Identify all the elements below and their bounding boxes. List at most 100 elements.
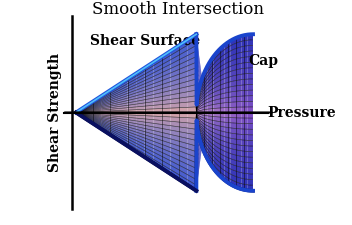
Polygon shape [242, 173, 247, 179]
Polygon shape [84, 107, 93, 110]
Polygon shape [127, 85, 136, 91]
Polygon shape [162, 160, 171, 170]
Polygon shape [179, 127, 188, 133]
Polygon shape [162, 152, 171, 161]
Polygon shape [208, 81, 213, 89]
Polygon shape [84, 115, 93, 119]
Polygon shape [145, 87, 153, 93]
Polygon shape [188, 79, 196, 87]
Polygon shape [145, 125, 153, 130]
Polygon shape [179, 81, 188, 89]
Polygon shape [145, 73, 153, 81]
Polygon shape [162, 156, 171, 165]
Polygon shape [76, 110, 84, 112]
Polygon shape [202, 134, 208, 146]
Polygon shape [219, 69, 225, 77]
Polygon shape [153, 138, 162, 144]
Polygon shape [153, 159, 162, 168]
Polygon shape [153, 108, 162, 112]
Polygon shape [236, 160, 242, 167]
Polygon shape [213, 77, 219, 85]
Polygon shape [153, 123, 162, 128]
Polygon shape [236, 41, 242, 49]
Polygon shape [219, 126, 225, 132]
Polygon shape [102, 111, 111, 112]
Polygon shape [102, 115, 111, 117]
Polygon shape [179, 165, 188, 175]
Polygon shape [111, 117, 119, 120]
Polygon shape [213, 108, 219, 112]
Polygon shape [171, 108, 179, 112]
Polygon shape [93, 104, 102, 108]
Polygon shape [162, 90, 171, 97]
Polygon shape [93, 102, 102, 106]
Polygon shape [208, 105, 213, 109]
Polygon shape [242, 63, 247, 69]
Polygon shape [230, 86, 236, 92]
Polygon shape [145, 119, 153, 123]
Polygon shape [208, 69, 213, 79]
Polygon shape [230, 102, 236, 107]
Polygon shape [202, 122, 208, 129]
Polygon shape [179, 136, 188, 144]
Polygon shape [242, 90, 247, 96]
Polygon shape [219, 59, 225, 68]
Polygon shape [84, 116, 93, 120]
Polygon shape [127, 93, 136, 98]
Polygon shape [153, 92, 162, 98]
Polygon shape [153, 57, 162, 66]
Polygon shape [153, 69, 162, 76]
Polygon shape [76, 112, 84, 113]
Polygon shape [162, 104, 171, 108]
Polygon shape [93, 111, 102, 112]
Polygon shape [153, 85, 162, 91]
Polygon shape [171, 121, 179, 127]
Polygon shape [102, 92, 111, 98]
Polygon shape [225, 97, 230, 103]
Polygon shape [102, 122, 111, 127]
Polygon shape [171, 139, 179, 146]
Polygon shape [213, 128, 219, 135]
Polygon shape [196, 73, 202, 98]
Polygon shape [225, 146, 230, 153]
Polygon shape [145, 102, 153, 106]
Polygon shape [93, 103, 102, 107]
Polygon shape [136, 129, 145, 135]
Polygon shape [208, 133, 213, 140]
Polygon shape [153, 130, 162, 136]
Polygon shape [111, 92, 119, 98]
Polygon shape [179, 156, 188, 164]
Polygon shape [171, 148, 179, 156]
Polygon shape [242, 145, 247, 151]
Polygon shape [196, 115, 202, 124]
Polygon shape [242, 156, 247, 162]
Polygon shape [213, 63, 219, 73]
Polygon shape [93, 116, 102, 119]
Polygon shape [213, 86, 219, 92]
Polygon shape [153, 145, 162, 152]
Polygon shape [179, 50, 188, 60]
Polygon shape [208, 126, 213, 133]
Polygon shape [208, 57, 213, 69]
Polygon shape [242, 74, 247, 80]
Polygon shape [119, 126, 127, 132]
Polygon shape [188, 107, 196, 112]
Polygon shape [202, 144, 208, 160]
Polygon shape [225, 102, 230, 108]
Polygon shape [111, 116, 119, 119]
Polygon shape [93, 123, 102, 129]
Polygon shape [84, 118, 93, 124]
Polygon shape [208, 156, 213, 168]
Polygon shape [225, 82, 230, 88]
Polygon shape [188, 57, 196, 66]
Polygon shape [136, 143, 145, 151]
Polygon shape [153, 89, 162, 94]
Polygon shape [127, 124, 136, 129]
Polygon shape [196, 51, 202, 88]
Polygon shape [225, 122, 230, 128]
Polygon shape [188, 90, 196, 97]
Polygon shape [188, 45, 196, 55]
Polygon shape [84, 115, 93, 118]
Polygon shape [236, 74, 242, 81]
Polygon shape [93, 117, 102, 121]
